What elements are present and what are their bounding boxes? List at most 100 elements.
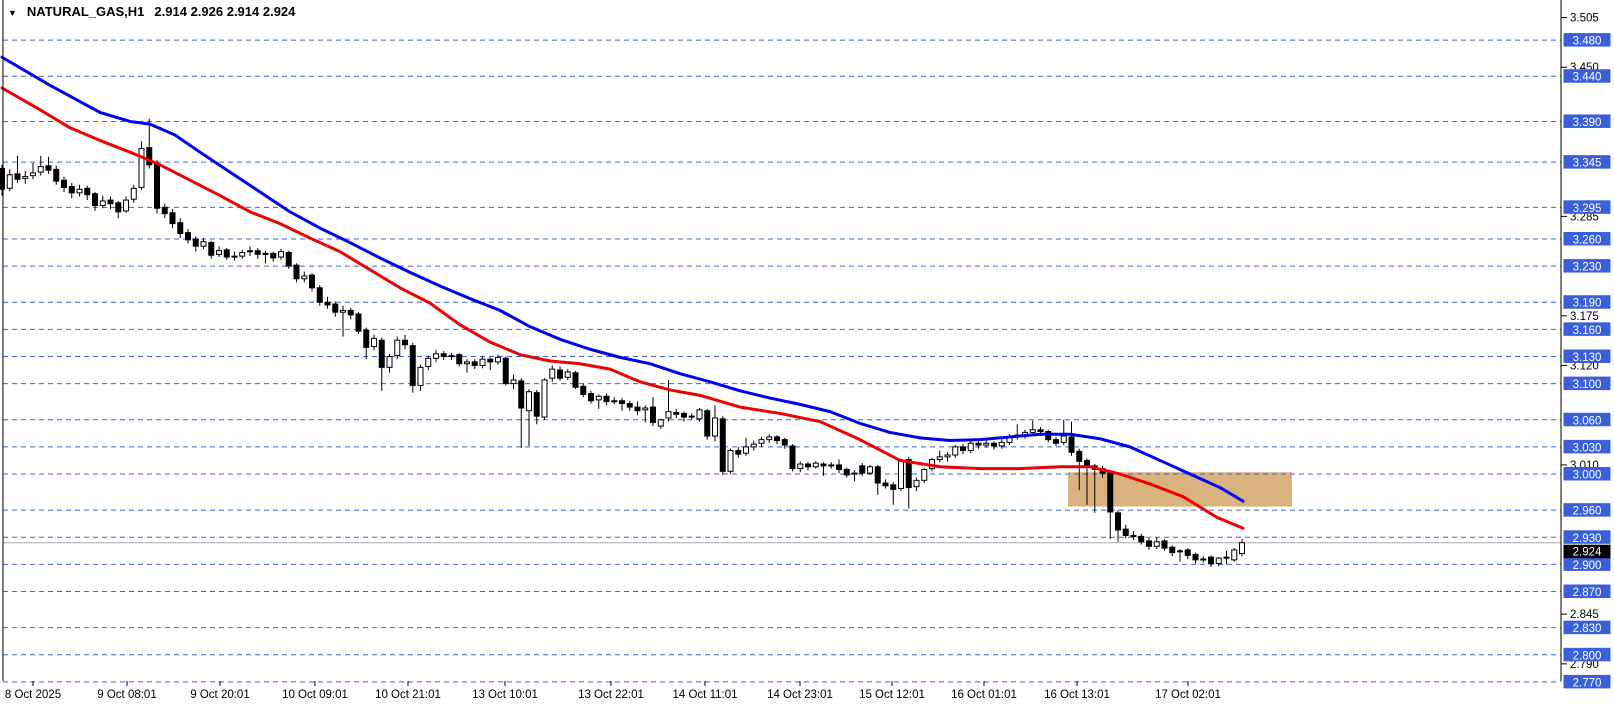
candle [936,450,943,463]
candle [650,397,656,427]
candle [340,305,346,337]
candle [867,464,873,475]
price-level-label-box [1563,349,1611,363]
candle [92,191,98,211]
price-level-label-box [1563,155,1611,169]
candle [952,445,959,458]
candle [1053,436,1059,446]
candle [797,461,804,473]
candle [526,389,532,446]
symbol-label: NATURAL_GAS,H1 [26,4,145,19]
candle [1130,530,1137,540]
candle [991,441,997,450]
price-level-label: 2.770 [1573,677,1602,689]
candle [518,378,525,448]
current-price-label-box [1563,544,1611,559]
candle [859,463,866,476]
candle [719,416,726,475]
candle [278,248,284,260]
candle [309,273,315,292]
price-level-label: 3.345 [1573,158,1602,170]
candle [1184,548,1191,559]
candle [595,394,602,409]
candle [76,184,83,197]
candle [998,438,1005,449]
candle [851,470,858,482]
candle [557,366,563,381]
price-level-label-box [1563,231,1611,246]
price-tick-label: 3.285 [1570,211,1599,223]
candle [836,459,842,474]
candle [479,356,486,369]
current-price-label: 2.924 [1573,547,1602,559]
price-level-label-box [1563,259,1611,273]
candle [495,354,501,365]
price-level-label: 3.060 [1573,415,1602,427]
candle [425,355,432,371]
candle [572,370,579,390]
candle [735,446,742,458]
candle [890,482,897,505]
candle [285,250,292,269]
candle [37,155,44,176]
candle [1153,537,1160,550]
ma-blue-line [0,55,1245,503]
candle [657,418,664,429]
candle [185,229,191,244]
candle [61,176,67,192]
candle [1122,524,1129,539]
price-level-label: 3.440 [1573,72,1602,84]
candle [541,378,548,420]
candle [619,398,625,411]
ma-red-line [0,86,1245,530]
candle [378,337,385,391]
candle [704,408,711,440]
price-level-label: 3.480 [1573,36,1602,48]
candle [68,182,75,199]
candle [874,464,881,495]
candle [967,440,974,454]
candle [603,393,610,406]
candle [944,452,951,462]
candle [696,408,703,422]
price-level-label: 3.000 [1573,470,1602,482]
candle [448,352,455,361]
price-level-label: 3.130 [1573,352,1602,364]
price-level-label: 3.295 [1573,203,1602,215]
candle [22,171,29,184]
candle [456,352,463,367]
candle [6,169,13,192]
candle [262,250,269,264]
price-level-label-box [1563,557,1611,571]
candle [1138,533,1145,545]
candle [192,236,199,252]
candle [789,444,796,472]
candle [53,165,60,185]
time-axis-label: 14 Oct 23:01 [767,689,833,701]
candle [130,184,137,203]
time-axis-label: 9 Oct 20:01 [190,689,249,701]
price-level-label-box [1563,503,1611,517]
price-level-label: 3.230 [1573,262,1602,274]
price-level-label-box [1563,584,1611,599]
candle [766,434,773,444]
candle [464,359,470,373]
price-level-label-box [1563,200,1611,214]
supply-zone-rect[interactable] [1068,472,1292,507]
candle [626,400,633,411]
candle [533,389,540,425]
candle [634,401,641,416]
price-level-label: 2.900 [1573,560,1602,572]
price-level-label: 3.100 [1573,379,1602,391]
candle [208,240,215,259]
time-axis-label: 15 Oct 12:01 [859,689,925,701]
price-level-label: 3.030 [1573,442,1602,454]
candle [332,301,339,317]
time-axis-label: 14 Oct 11:01 [673,689,738,701]
candle [1192,552,1199,564]
candle [99,195,106,209]
time-axis-label: 16 Oct 01:01 [951,689,1017,701]
candle [293,263,300,283]
candle [843,467,850,478]
